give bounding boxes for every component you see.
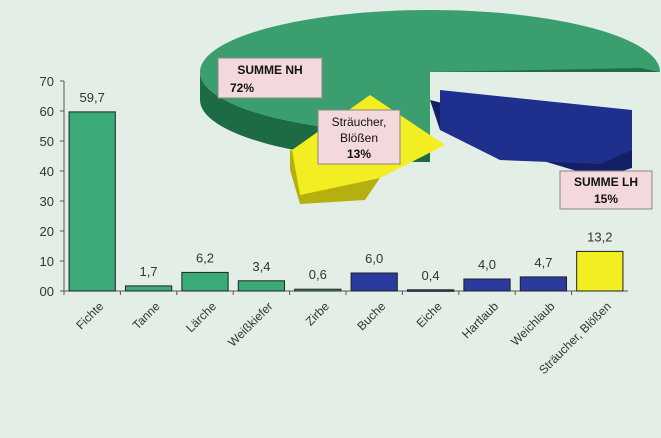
bar-hartlaub xyxy=(463,278,511,292)
y-tick-label: 10 xyxy=(40,254,54,269)
bar-value-label: 6,0 xyxy=(365,251,383,266)
category-label: Buche xyxy=(354,299,388,333)
y-tick-label: 40 xyxy=(40,164,54,179)
y-tick-label: 50 xyxy=(40,134,54,149)
pie-label-nh-bottom: 72% xyxy=(230,81,254,95)
bar-value-label: 13,2 xyxy=(587,229,612,244)
y-tick-label: 20 xyxy=(40,224,54,239)
bar-value-label: 0,6 xyxy=(309,267,327,282)
bar-value-label: 6,2 xyxy=(196,250,214,265)
bar-zirbe xyxy=(294,288,342,292)
bar-value-label: 4,7 xyxy=(534,255,552,270)
category-label: Hartlaub xyxy=(459,299,501,341)
category-label: Weißkiefer xyxy=(225,299,275,349)
category-label: Weichlaub xyxy=(508,299,558,349)
category-label: Eiche xyxy=(414,299,445,330)
y-tick-label: 00 xyxy=(40,284,54,299)
bar-weißkiefer xyxy=(237,280,286,292)
pie-label-sb-mid: Blößen xyxy=(340,131,378,145)
category-label: Fichte xyxy=(73,299,106,332)
y-tick-label: 30 xyxy=(40,194,54,209)
bar-fichte xyxy=(68,111,116,292)
category-labels: Fichte Tanne Lärche Weißkiefer Zirbe Buche Eic… xyxy=(73,299,614,377)
bar-value-label: 0,4 xyxy=(422,268,440,283)
pie-slice-nh-inner xyxy=(430,68,660,72)
pie-label-lh-bottom: 15% xyxy=(594,192,618,206)
pie-slice-lh xyxy=(440,90,632,164)
pie-label-sb-bottom: 13% xyxy=(347,147,371,161)
category-label: Lärche xyxy=(183,299,219,335)
y-tick-label: 70 xyxy=(40,74,54,89)
bar-buche xyxy=(350,272,398,292)
pie-label-lh-box xyxy=(559,170,653,210)
pie-chart: SUMME NH 72% Sträucher, Blößen 13% SUMME… xyxy=(200,10,660,210)
bar-weichlaub xyxy=(519,276,568,292)
pie-label-lh-top: SUMME LH xyxy=(574,175,638,189)
bar-eiche xyxy=(406,289,455,292)
bar-sträucher-blößen xyxy=(576,250,624,292)
y-tick-label: 60 xyxy=(40,104,54,119)
category-label: Tanne xyxy=(130,299,163,332)
bar-tanne xyxy=(124,285,173,292)
bar-value-label: 3,4 xyxy=(252,259,270,274)
category-label: Zirbe xyxy=(303,299,332,328)
pie-label-nh-box xyxy=(217,57,323,99)
bar-value-label: 59,7 xyxy=(80,90,105,105)
pie-label-sb-box xyxy=(317,109,401,165)
bar-lärche xyxy=(181,271,229,292)
bar-value-label: 4,0 xyxy=(478,257,496,272)
bar-value-labels: 59,7 1,7 6,2 3,4 0,6 6,0 0,4 4,0 4,7 13,2 xyxy=(80,90,613,283)
bar-series xyxy=(68,111,624,292)
bar-value-label: 1,7 xyxy=(140,264,158,279)
pie-label-nh-top: SUMME NH xyxy=(237,63,302,77)
pie-label-sb-top: Sträucher, xyxy=(332,115,387,129)
